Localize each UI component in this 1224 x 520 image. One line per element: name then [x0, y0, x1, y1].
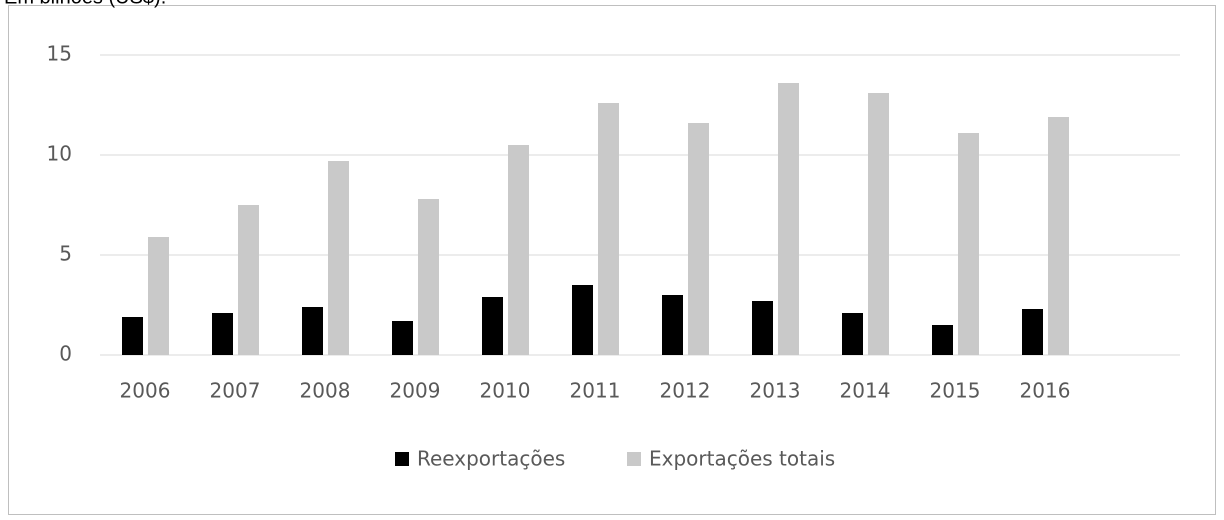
y-tick-label: 15 [47, 42, 72, 66]
legend-swatch [395, 452, 409, 466]
bar [598, 103, 619, 355]
legend-label: Reexportações [417, 447, 565, 471]
y-tick-label: 0 [59, 342, 72, 366]
bar [932, 325, 953, 355]
bar [122, 317, 143, 355]
bar [868, 93, 889, 355]
x-tick-label: 2008 [300, 379, 351, 403]
bar [1022, 309, 1043, 355]
bar [662, 295, 683, 355]
x-tick-label: 2014 [840, 379, 891, 403]
bar [328, 161, 349, 355]
bar [778, 83, 799, 355]
bar [572, 285, 593, 355]
x-tick-label: 2007 [210, 379, 261, 403]
y-tick-label: 5 [59, 242, 72, 266]
y-tick-label: 10 [47, 142, 72, 166]
bar [482, 297, 503, 355]
x-tick-label: 2012 [660, 379, 711, 403]
bar [392, 321, 413, 355]
bar [508, 145, 529, 355]
bar [302, 307, 323, 355]
bar [148, 237, 169, 355]
x-tick-label: 2015 [930, 379, 981, 403]
x-tick-label: 2016 [1020, 379, 1071, 403]
bar [842, 313, 863, 355]
bar [238, 205, 259, 355]
x-tick-label: 2011 [570, 379, 621, 403]
x-tick-label: 2010 [480, 379, 531, 403]
chart-subtitle: Em bilhões (US$). [4, 0, 166, 8]
bar [958, 133, 979, 355]
bar [212, 313, 233, 355]
x-tick-label: 2006 [120, 379, 171, 403]
legend-label: Exportações totais [649, 447, 835, 471]
bar [418, 199, 439, 355]
x-tick-label: 2009 [390, 379, 441, 403]
bar [1048, 117, 1069, 355]
bar [688, 123, 709, 355]
x-tick-label: 2013 [750, 379, 801, 403]
legend-swatch [627, 452, 641, 466]
bar [752, 301, 773, 355]
